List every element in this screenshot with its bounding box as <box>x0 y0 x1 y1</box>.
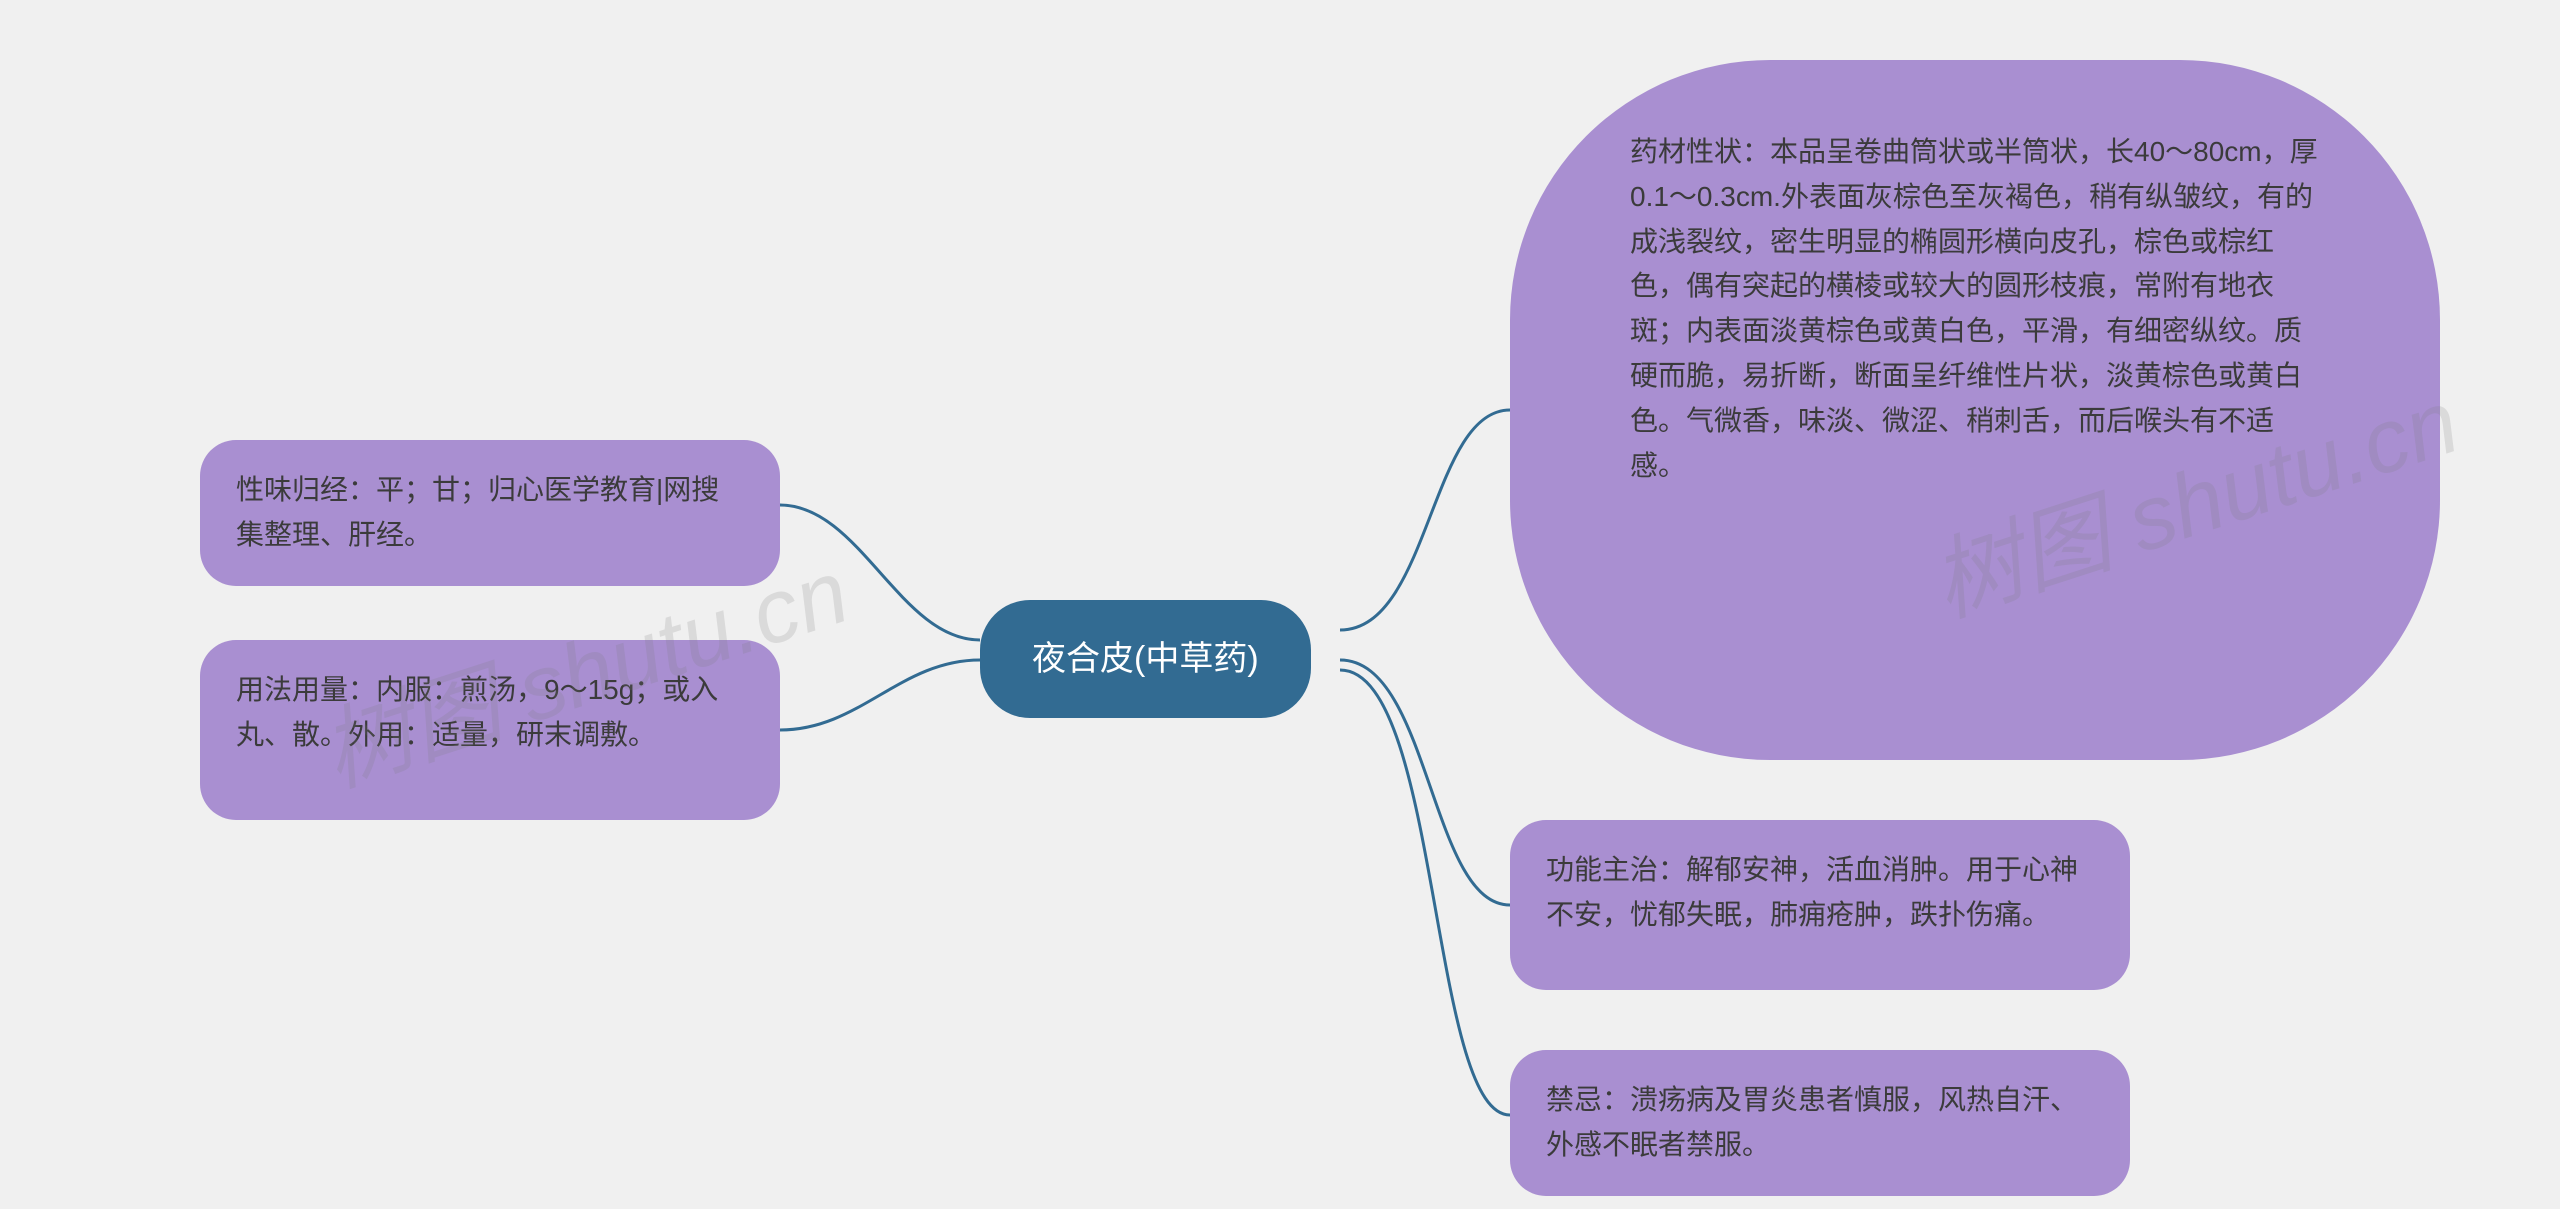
branch-right2[interactable]: 功能主治：解郁安神，活血消肿。用于心神不安，忧郁失眠，肺痈疮肿，跌扑伤痛。 <box>1510 820 2130 990</box>
connector-1 <box>780 660 980 730</box>
center-node[interactable]: 夜合皮(中草药) <box>980 600 1311 718</box>
connector-0 <box>780 505 980 640</box>
connector-2 <box>1340 410 1510 630</box>
connector-4 <box>1340 670 1510 1115</box>
branch-left2[interactable]: 用法用量：内服：煎汤，9～15g；或入丸、散。外用：适量，研末调敷。 <box>200 640 780 820</box>
connector-3 <box>1340 660 1510 905</box>
branch-right1[interactable]: 药材性状：本品呈卷曲筒状或半筒状，长40～80cm，厚0.1～0.3cm.外表面… <box>1510 60 2440 760</box>
branch-right3[interactable]: 禁忌：溃疡病及胃炎患者慎服，风热自汗、外感不眠者禁服。 <box>1510 1050 2130 1196</box>
branch-left1[interactable]: 性味归经：平；甘；归心医学教育|网搜集整理、肝经。 <box>200 440 780 586</box>
